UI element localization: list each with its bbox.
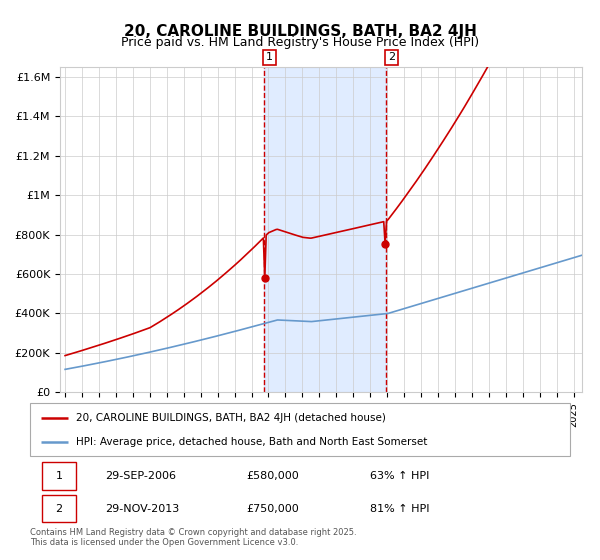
Text: 29-SEP-2006: 29-SEP-2006	[106, 471, 176, 481]
Text: £750,000: £750,000	[246, 503, 299, 514]
FancyBboxPatch shape	[43, 494, 76, 522]
FancyBboxPatch shape	[43, 462, 76, 490]
Bar	[264, 67, 386, 392]
Text: 2: 2	[388, 52, 395, 62]
Text: 29-NOV-2013: 29-NOV-2013	[106, 503, 180, 514]
Text: £580,000: £580,000	[246, 471, 299, 481]
Text: 2: 2	[56, 503, 63, 514]
Text: Contains HM Land Registry data © Crown copyright and database right 2025.
This d: Contains HM Land Registry data © Crown c…	[30, 528, 356, 548]
Text: 81% ↑ HPI: 81% ↑ HPI	[370, 503, 430, 514]
Text: Price paid vs. HM Land Registry's House Price Index (HPI): Price paid vs. HM Land Registry's House …	[121, 36, 479, 49]
Text: 1: 1	[56, 471, 62, 481]
Text: 1: 1	[266, 52, 273, 62]
Text: 20, CAROLINE BUILDINGS, BATH, BA2 4JH: 20, CAROLINE BUILDINGS, BATH, BA2 4JH	[124, 24, 476, 39]
Text: 63% ↑ HPI: 63% ↑ HPI	[370, 471, 430, 481]
Text: 20, CAROLINE BUILDINGS, BATH, BA2 4JH (detached house): 20, CAROLINE BUILDINGS, BATH, BA2 4JH (d…	[76, 413, 386, 423]
FancyBboxPatch shape	[30, 403, 570, 456]
Text: HPI: Average price, detached house, Bath and North East Somerset: HPI: Average price, detached house, Bath…	[76, 437, 427, 447]
